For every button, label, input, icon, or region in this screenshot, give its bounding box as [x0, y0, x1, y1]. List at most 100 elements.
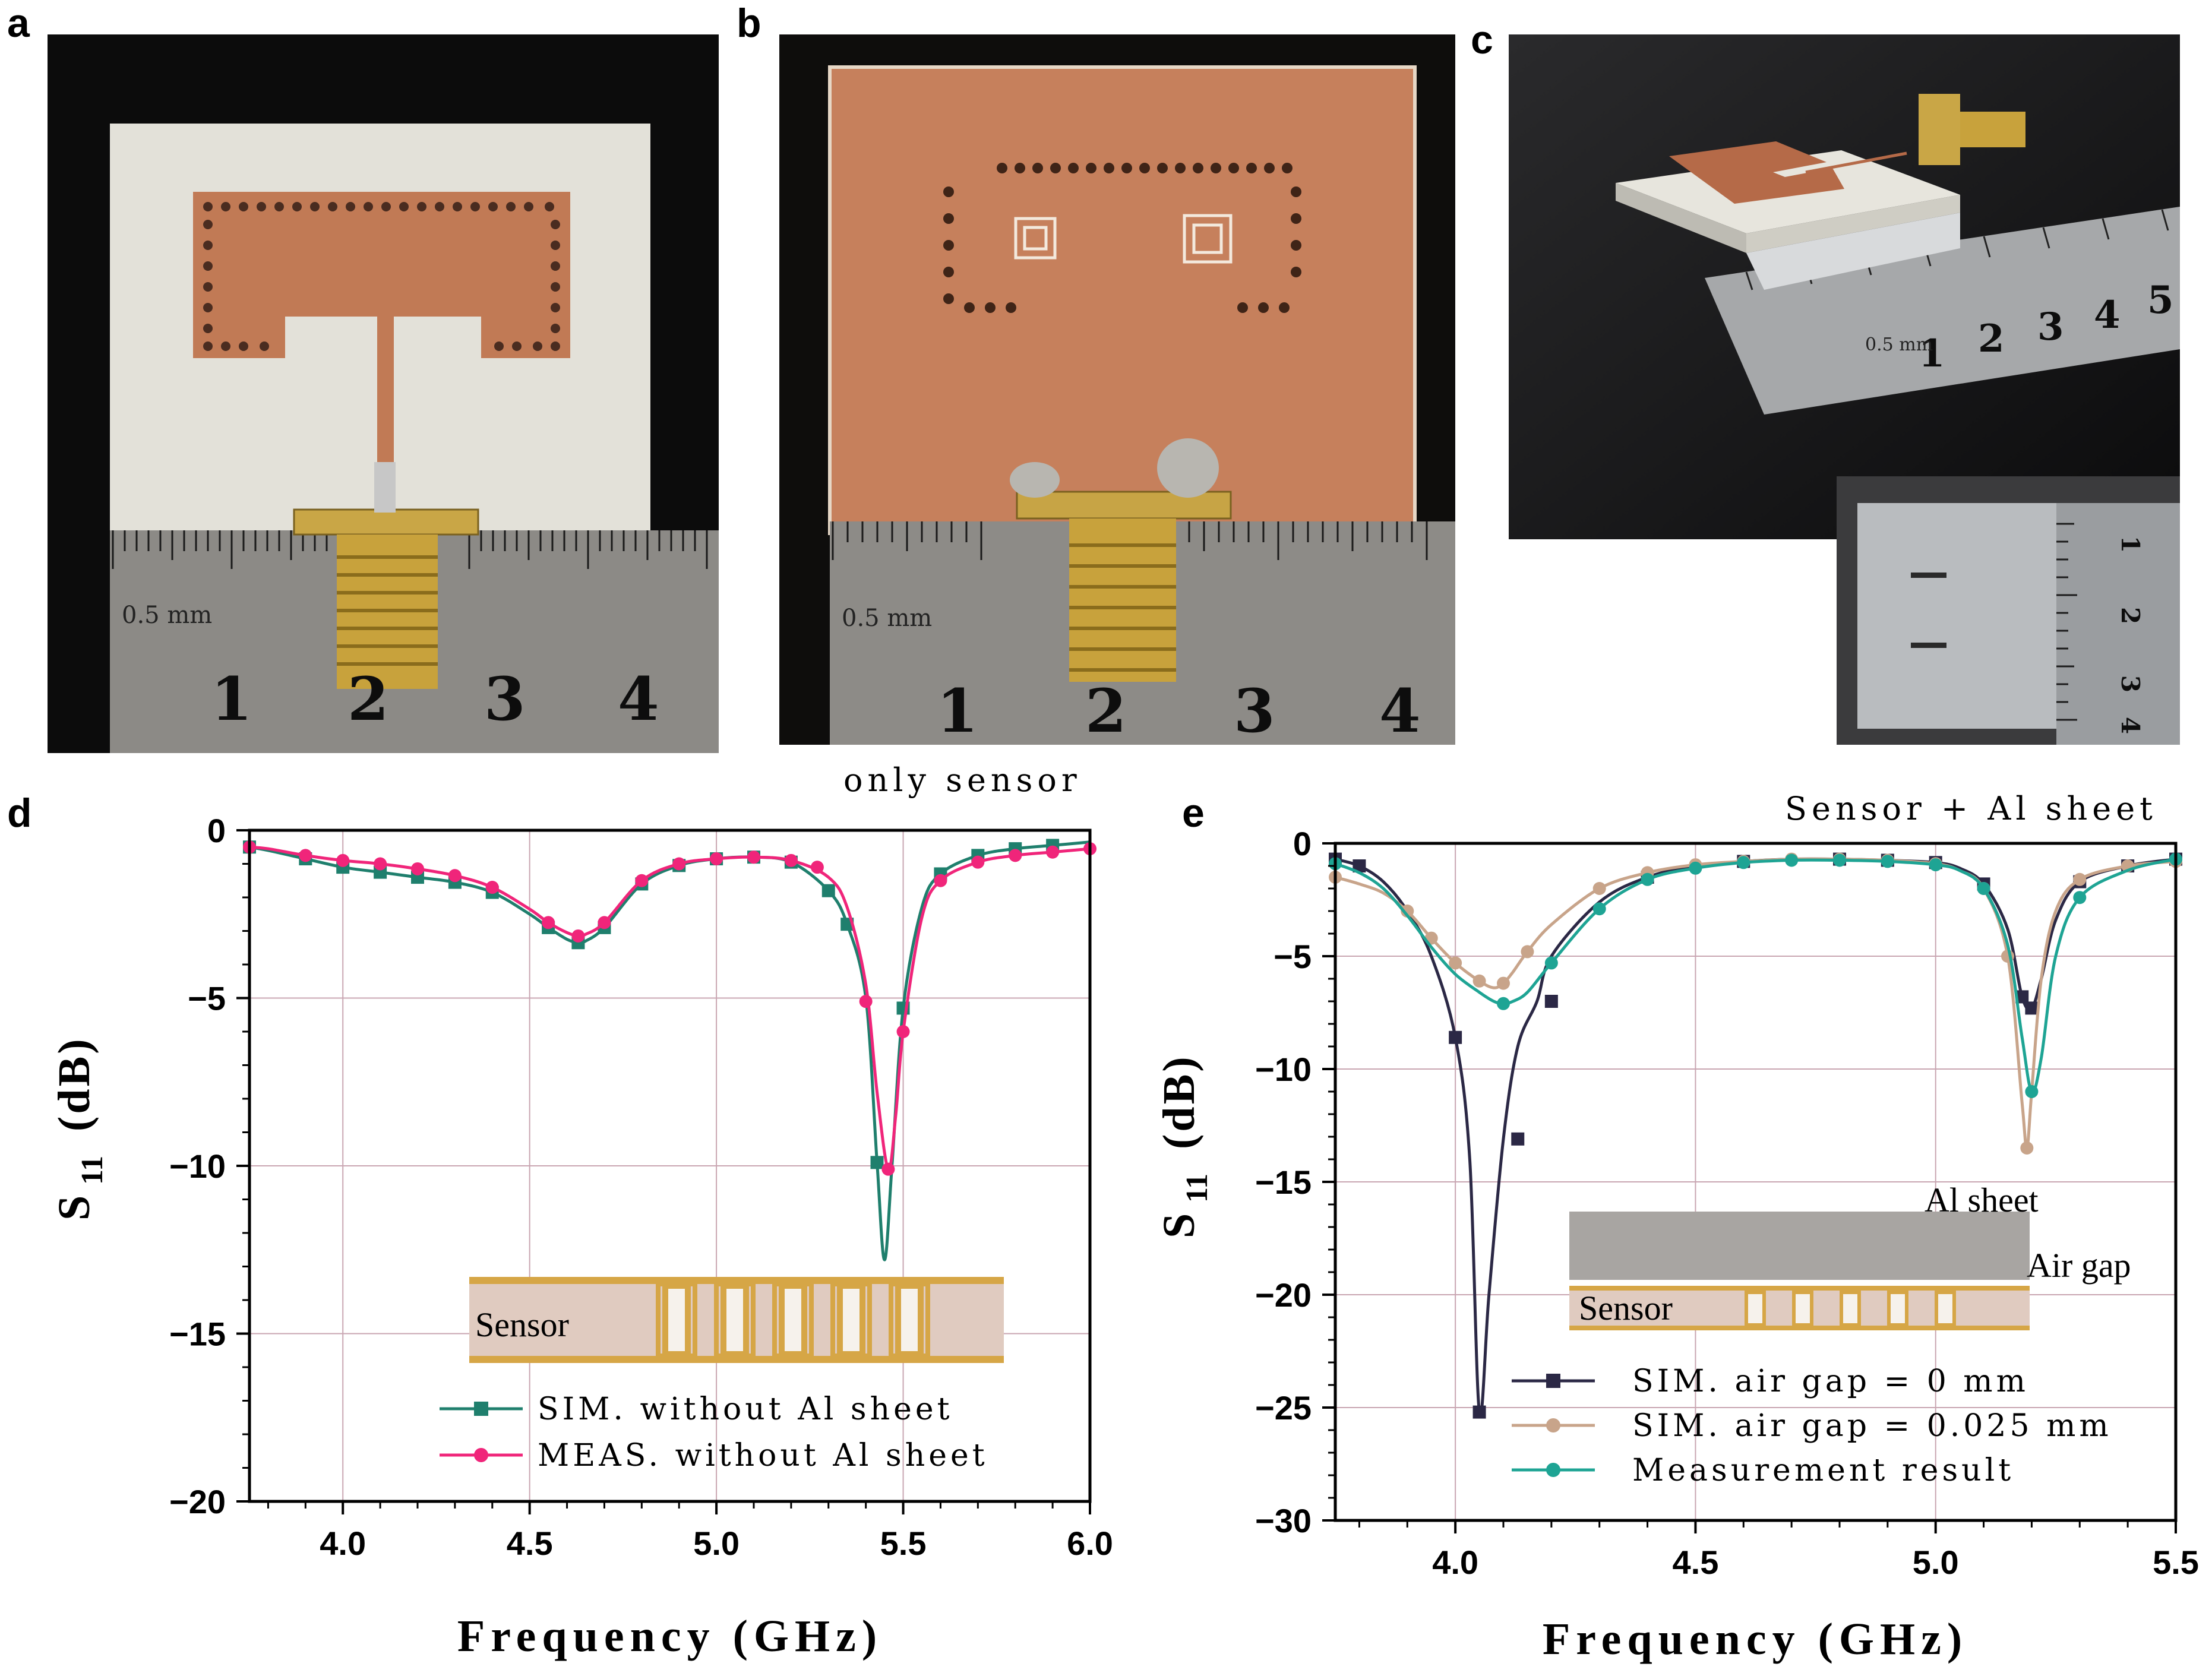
chart-e-series-2-point	[1737, 856, 1750, 869]
chart-d-series-1-point	[598, 916, 611, 929]
chart-e-ytick-label-2: −10	[1255, 1051, 1312, 1088]
chart-e-legend-sim0-label: SIM. air gap = 0 mm	[1632, 1364, 2029, 1399]
photo-c-ruler-unit: 0.5 mm	[1865, 334, 1933, 355]
chart-d-series-1-point	[635, 874, 649, 887]
panel-label-a: a	[7, 1, 30, 46]
chart-e-legend-sim025-marker	[1546, 1418, 1560, 1432]
chart-e-legend-sim025-label: SIM. air gap = 0.025 mm	[1632, 1408, 2112, 1444]
chart-d-ylabel-unit: (dB)	[49, 1036, 99, 1131]
chart-d-ytick-label-3: −15	[169, 1315, 226, 1353]
chart-d-series-1-point	[299, 849, 312, 862]
photo-c-ruler-5: 5	[2147, 278, 2174, 322]
chart-d-series-1-line	[249, 845, 1091, 1171]
chart-d-xtick-label-1: 4.5	[507, 1525, 553, 1562]
chart-d-ticks: 4.0 4.5 5.0 5.5 6.0 0 −5 −10 −15 −20	[169, 812, 1113, 1562]
chart-e-series-layer	[1329, 852, 2182, 1419]
chart-e-series-1-point	[1449, 956, 1462, 970]
chart-e-xtick-label-2: 5.0	[1913, 1544, 1959, 1581]
photo-b-ruler-4: 4	[1379, 676, 1421, 745]
photo-c-ruler-4: 4	[2094, 293, 2121, 337]
chart-d-xlabel: Frequency (GHz)	[457, 1611, 883, 1661]
chart-d-series-1-point	[374, 857, 387, 871]
chart-d-series-1-point	[971, 855, 985, 869]
chart-d-series-1-point	[1009, 849, 1022, 862]
chart-d-xtick-label-3: 5.5	[880, 1525, 927, 1562]
photo-b-drawing	[779, 34, 1455, 745]
chart-e-legend-meas-marker	[1546, 1463, 1560, 1477]
chart-e-legend-sim025: SIM. air gap = 0.025 mm	[1512, 1408, 2112, 1444]
chart-e-series-0-point	[2015, 990, 2029, 1004]
chart-e-ytick-label-6: −30	[1255, 1502, 1312, 1539]
chart-e-inset-al-sheet-label: Al sheet	[1925, 1181, 2039, 1219]
chart-e-al-sheet-inset: Al sheet Air gap Sensor	[1569, 1181, 2131, 1330]
chart-d-ylabel: S 11 (dB)	[49, 1036, 109, 1220]
photo-c-ruler-3: 3	[2037, 305, 2064, 349]
chart-e-series-0-line	[1335, 857, 2176, 1417]
photo-b-antenna-back: 0.5 mm 1 2 3 4	[779, 34, 1455, 745]
panel-label-c: c	[1471, 17, 1493, 62]
chart-e-series-2-point	[1785, 853, 1799, 867]
chart-e-series-2-point	[1977, 882, 1990, 895]
chart-e-ylabel: S 11 (dB)	[1154, 1054, 1214, 1238]
chart-e: Sensor + Al sheet Al sheet Air gap Senso…	[1154, 790, 2199, 1664]
chart-d-series-layer	[243, 839, 1096, 1261]
chart-e-series-0-point	[1449, 1030, 1462, 1044]
chart-d-series-1-point	[571, 929, 585, 943]
panel-label-e: e	[1182, 790, 1205, 836]
chart-d-series-0-point	[821, 884, 835, 897]
chart-d-series-1-point	[810, 861, 824, 874]
chart-d-series-1-point	[411, 862, 424, 875]
photo-c-drawing	[1509, 34, 2180, 539]
chart-d-ytick-label-1: −5	[188, 980, 226, 1017]
chart-d-ytick-label-2: −10	[169, 1147, 226, 1185]
chart-e-legend-meas: Measurement result	[1512, 1453, 2014, 1488]
chart-e-series-2-point	[2073, 891, 2087, 905]
chart-d-series-1-point	[448, 869, 462, 883]
chart-e-series-2-point	[1544, 956, 1558, 970]
panel-label-d: d	[7, 790, 32, 836]
chart-d-ylabel-sub: 11	[75, 1156, 109, 1185]
chart-e-series-1-point	[1401, 905, 1414, 918]
chart-e-series-1-point	[1521, 945, 1534, 959]
photo-c-ruler-1: 1	[1919, 331, 1945, 376]
caption-only-sensor: only sensor	[843, 761, 1082, 799]
panel-label-b: b	[737, 1, 761, 46]
chart-d-ylabel-main: S	[49, 1196, 99, 1220]
chart-e-ytick-label-1: −5	[1274, 938, 1312, 975]
photo-a-drawing	[48, 34, 719, 753]
chart-e-xtick-label-3: 5.5	[2153, 1544, 2199, 1581]
chart-d-series-1-point	[710, 852, 723, 866]
chart-d: Sensor 4.0 4.5 5.0 5.5 6.0 0 −5 −10 −15 −20 Frequ…	[49, 812, 1113, 1661]
chart-e-series-1-point	[1592, 882, 1606, 895]
chart-d-xtick-label-0: 4.0	[320, 1525, 366, 1562]
chart-e-legend-sim0: SIM. air gap = 0 mm	[1512, 1364, 2029, 1399]
chart-e-series-1-point	[2073, 872, 2087, 886]
chart-e-series-1-point	[1472, 974, 1486, 988]
chart-d-series-1-point	[747, 850, 760, 864]
photo-c-perspective: 1 2 3 4 5 0.5 mm	[1509, 34, 2180, 539]
chart-d-xtick-label-2: 5.0	[693, 1525, 740, 1562]
chart-e-series-1-point	[2020, 1141, 2034, 1155]
chart-e-ylabel-unit: (dB)	[1154, 1054, 1204, 1149]
chart-e-legend-meas-label: Measurement result	[1632, 1453, 2014, 1488]
chart-e-series-0-point	[1511, 1132, 1525, 1146]
chart-e-xtick-label-0: 4.0	[1432, 1544, 1478, 1581]
chart-e-ytick-label-4: −20	[1255, 1276, 1312, 1314]
chart-d-legend-sim: SIM. without Al sheet	[440, 1392, 950, 1427]
chart-e-series-0-point	[1544, 995, 1558, 1008]
chart-d-series-1-point	[896, 1025, 910, 1038]
chart-e-xtick-label-1: 4.5	[1672, 1544, 1718, 1581]
chart-e-legend: SIM. air gap = 0 mm SIM. air gap = 0.025…	[1512, 1364, 2112, 1488]
chart-d-series-0-point	[870, 1156, 884, 1169]
chart-e-series-0-point	[1353, 859, 1366, 872]
chart-d-series-1-point	[784, 853, 798, 867]
chart-e-legend-sim0-marker	[1546, 1374, 1560, 1388]
chart-e-series-2-point	[1833, 853, 1846, 867]
chart-e-ylabel-main: S	[1154, 1213, 1204, 1238]
chart-e-series-2-point	[1592, 902, 1606, 916]
chart-d-series-1-point	[485, 881, 499, 894]
chart-d-series-1-point	[881, 1162, 895, 1176]
chart-e-series-2-line	[1335, 858, 2176, 1094]
photo-c-ruler-2: 2	[1978, 317, 2005, 361]
